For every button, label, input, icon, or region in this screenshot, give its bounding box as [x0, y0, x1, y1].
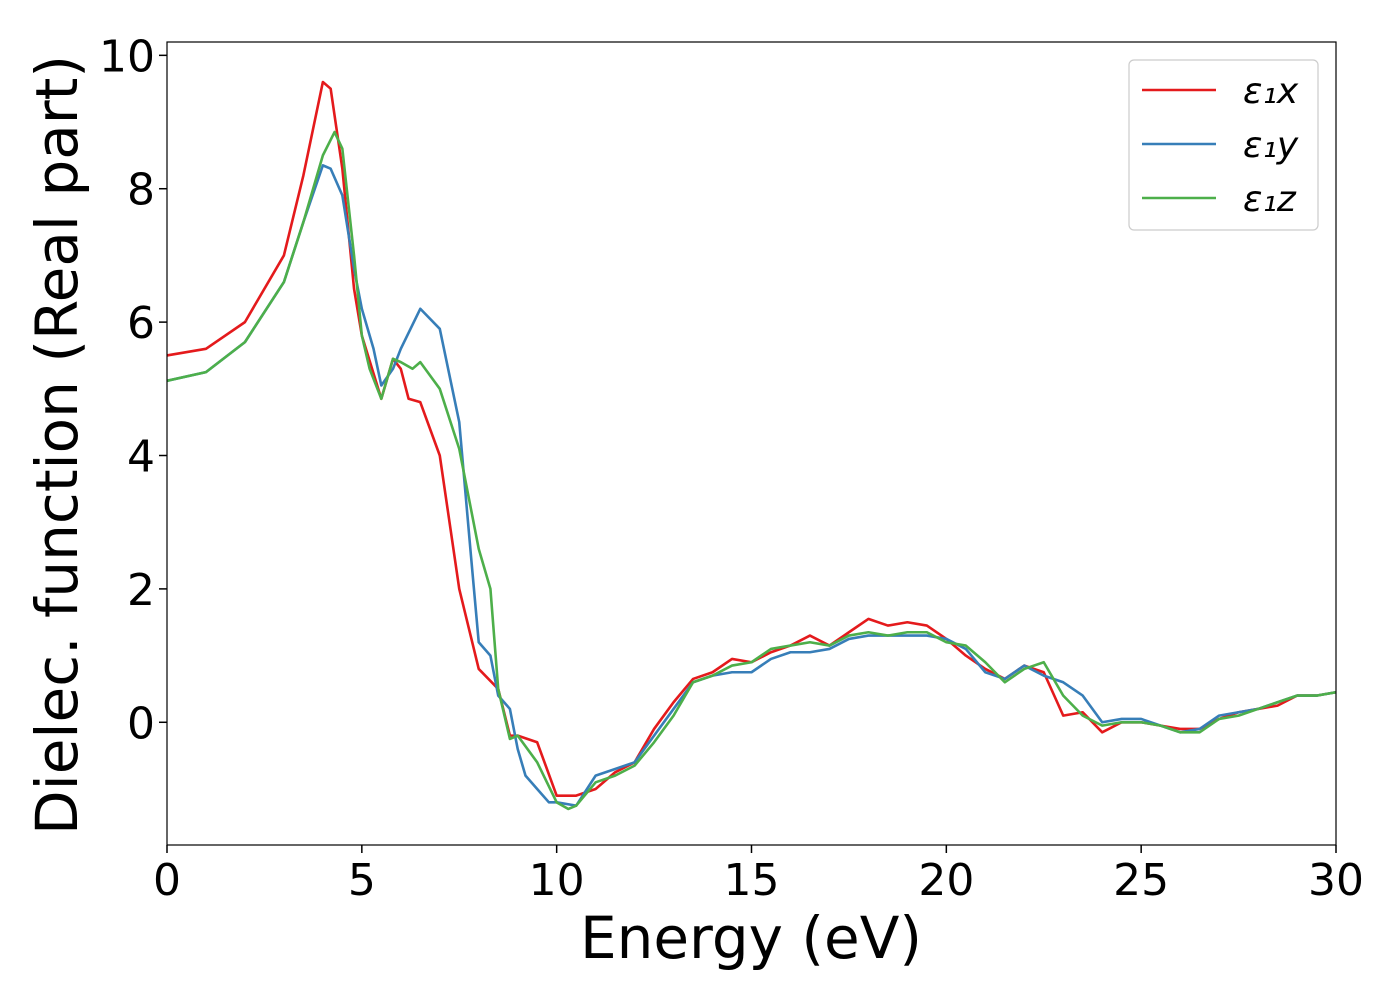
data-line: [166, 130, 1337, 811]
legend-label: ε₁z: [1243, 179, 1297, 220]
x-tick-label: 0: [153, 855, 181, 906]
x-tick-label: 5: [348, 855, 376, 906]
y-tick-label: 4: [127, 432, 155, 483]
data-line: [166, 164, 1337, 807]
legend-label: ε₁y: [1243, 125, 1299, 166]
y-tick-label: 2: [127, 565, 155, 616]
x-tick-label: 25: [1113, 855, 1169, 906]
y-axis-label: Dielec. function (Real part): [23, 55, 91, 835]
y-tick-label: 0: [127, 698, 155, 749]
plot-frame: [166, 41, 1337, 846]
x-tick-label: 10: [529, 855, 585, 906]
x-tick-label: 15: [724, 855, 780, 906]
y-tick-label: 10: [99, 31, 155, 82]
legend-box: [1128, 59, 1319, 231]
x-tick-label: 20: [918, 855, 974, 906]
y-tick-label: 6: [127, 298, 155, 349]
legend-label: ε₁x: [1243, 71, 1299, 112]
x-axis-label: Energy (eV): [580, 904, 922, 972]
x-tick-label: 30: [1308, 855, 1364, 906]
y-tick-label: 8: [127, 165, 155, 216]
